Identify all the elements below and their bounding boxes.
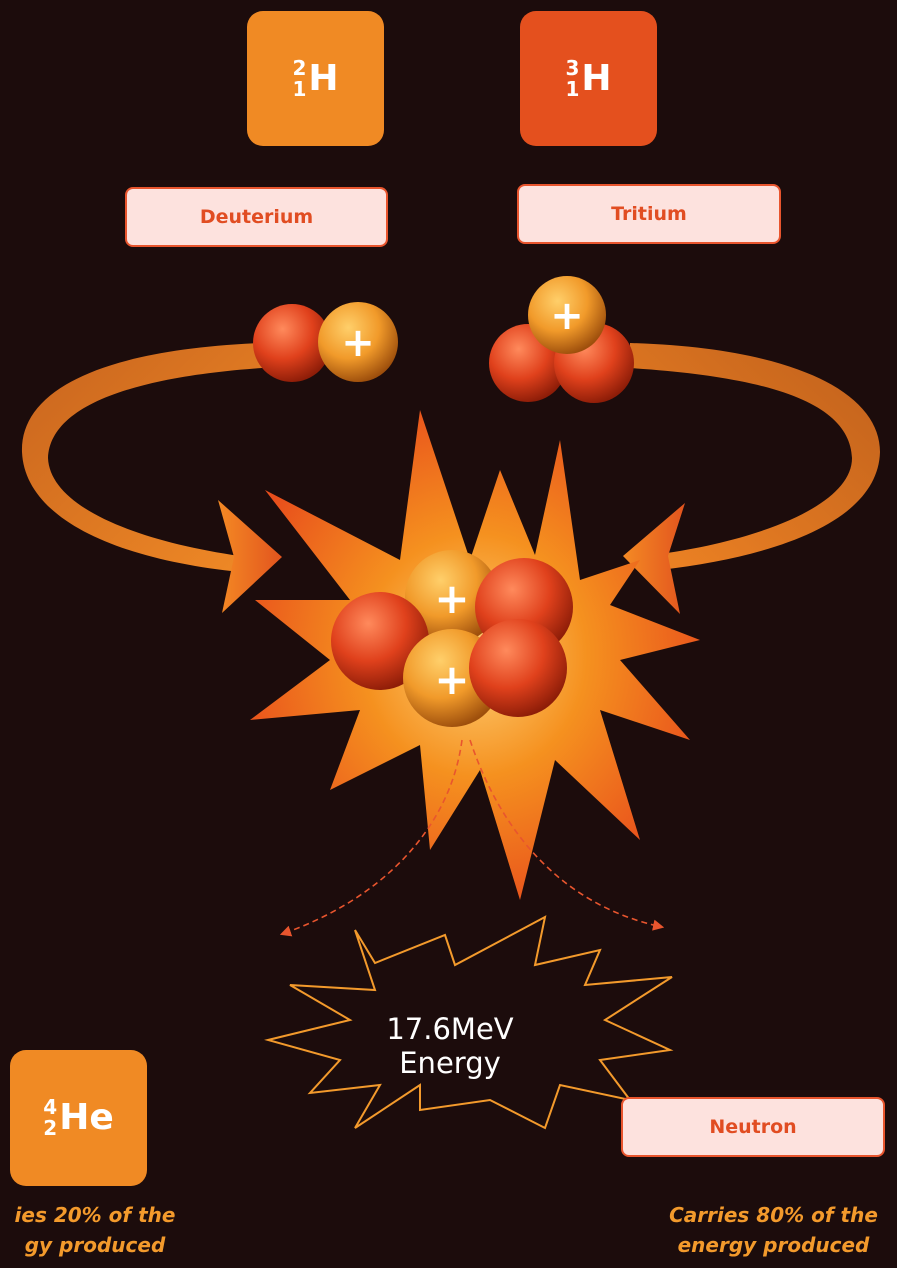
tritium-proton-sign: +	[550, 293, 584, 339]
fused-proton-top-sign: +	[434, 574, 469, 623]
neutron-caption-line2: energy produced	[677, 1233, 870, 1257]
fused-neutron-left	[331, 592, 429, 690]
tritium-label: Tritium	[517, 184, 781, 244]
deuterium-symbol-card: 2 1 H	[247, 11, 384, 146]
tritium-symbol-card: 3 1 H	[520, 11, 657, 146]
left-fusion-arrow	[21, 343, 282, 613]
tritium-nucleus: +	[489, 276, 634, 403]
deuterium-label: Deuterium	[125, 187, 388, 247]
fused-proton-top	[405, 550, 499, 644]
neutron-caption-line1: Carries 80% of the	[669, 1203, 878, 1227]
energy-label: Energy	[399, 1046, 501, 1080]
fused-proton-bottom-sign: +	[434, 655, 469, 704]
tritium-symbol: H	[581, 57, 612, 99]
deuterium-symbol: H	[308, 57, 339, 99]
deuterium-mass-number: 2	[292, 55, 307, 80]
helium-mass-number: 4	[43, 1095, 58, 1119]
deuterium-nucleus: +	[253, 302, 398, 382]
fused-nucleus: + +	[331, 550, 573, 727]
deuterium-proton	[318, 302, 398, 382]
deuterium-proton-sign: +	[341, 320, 375, 366]
neutron-trajectory	[469, 739, 665, 931]
helium-trajectory	[279, 739, 463, 937]
energy-readout: 17.6MeV Energy	[345, 1012, 555, 1080]
helium-caption-line1: ies 20% of the	[14, 1203, 176, 1227]
helium-caption-line2: gy produced	[24, 1233, 166, 1257]
right-fusion-arrow	[623, 343, 880, 614]
helium-symbol-card: 4 2 He	[10, 1050, 147, 1186]
energy-value: 17.6MeV	[386, 1012, 514, 1046]
energy-burst	[264, 915, 674, 1130]
tritium-atomic-number: 1	[565, 76, 580, 101]
neutron-caption: Carries 80% of the energy produced	[650, 1200, 897, 1260]
deuterium-neutron	[253, 304, 331, 382]
neutron-label: Neutron	[621, 1097, 885, 1157]
helium-caption: ies 20% of the gy produced	[0, 1200, 190, 1260]
fused-neutron-right-bottom	[469, 619, 567, 717]
helium-symbol: He	[59, 1097, 114, 1138]
tritium-proton	[528, 276, 606, 354]
helium-atomic-number: 2	[43, 1116, 58, 1140]
deuterium-atomic-number: 1	[292, 76, 307, 101]
tritium-mass-number: 3	[565, 55, 580, 80]
